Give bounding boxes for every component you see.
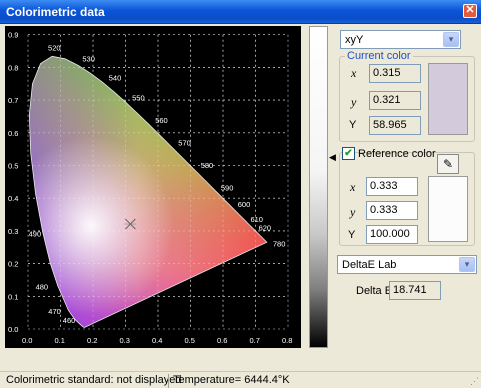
luminance-pointer-icon[interactable]: ◀	[329, 152, 336, 162]
wavelength-label: 580	[201, 161, 214, 170]
resize-grip-icon[interactable]: ⋰	[470, 376, 479, 386]
y-tick-label: 0.5	[8, 162, 18, 171]
reference-Y-input[interactable]: 100.000	[366, 225, 418, 244]
x-tick-label: 0.7	[250, 336, 260, 345]
current-x-field: 0.315	[369, 64, 421, 83]
delta-method-value: DeltaE Lab	[342, 259, 397, 271]
x-tick-label: 0.4	[152, 336, 162, 345]
delta-e-value: 18.741	[389, 281, 441, 300]
delta-e-label: Delta E	[356, 285, 393, 297]
wavelength-label: 460	[63, 316, 76, 325]
reference-x-input[interactable]: 0.333	[366, 177, 418, 196]
wavelength-label: 530	[82, 54, 95, 63]
reference-Y-label: Y	[348, 229, 356, 241]
y-tick-label: 0.3	[8, 227, 18, 236]
wavelength-label: 590	[221, 183, 234, 192]
current-color-swatch	[428, 63, 468, 135]
y-tick-label: 0.0	[8, 325, 18, 334]
wavelength-label: 540	[109, 73, 122, 82]
y-tick-label: 0.2	[8, 260, 18, 269]
chromaticity-plot-svg: 0.9 0.8 0.7 0.6 0.5 0.4 0.3 0.2 0.1 0.0 0.0 0.1 0.2 0…	[8, 31, 292, 345]
wavelength-label: 780	[273, 239, 286, 248]
wavelength-label: 470	[48, 307, 61, 316]
color-space-value: xyY	[345, 34, 364, 46]
reference-y-label: y	[350, 205, 356, 219]
wavelength-label: 520	[48, 43, 61, 52]
reference-color-swatch	[428, 176, 468, 242]
wavelength-label: 610	[250, 215, 263, 224]
chromaticity-diagram[interactable]: 0.9 0.8 0.7 0.6 0.5 0.4 0.3 0.2 0.1 0.0 0.0 0.1 0.2 0…	[5, 26, 301, 348]
reference-color-group	[339, 152, 475, 246]
current-Y-field: 58.965	[369, 116, 421, 135]
close-button[interactable]: ✕	[463, 4, 477, 18]
current-x-label: x	[351, 66, 357, 80]
x-tick-label: 0.6	[217, 336, 227, 345]
reference-color-label: Reference color	[358, 148, 436, 160]
luminance-scale[interactable]	[309, 26, 328, 348]
title-bar[interactable]: Colorimetric data ✕	[0, 0, 481, 24]
current-color-label: Current color	[345, 50, 413, 62]
eyedropper-icon[interactable]: ✎	[437, 154, 459, 174]
reference-x-label: x	[350, 180, 356, 194]
y-tick-label: 0.7	[8, 96, 18, 105]
reference-color-checkbox[interactable]: ✔	[342, 147, 355, 160]
wavelength-label: 570	[178, 139, 191, 148]
y-tick-label: 0.8	[8, 63, 18, 72]
y-tick-label: 0.9	[8, 31, 18, 40]
reference-y-input[interactable]: 0.333	[366, 201, 418, 220]
color-space-select[interactable]: xyY ▾	[340, 30, 461, 49]
current-y-label: y	[351, 95, 357, 109]
chevron-down-icon[interactable]: ▾	[443, 32, 459, 47]
current-color-marker	[124, 218, 137, 230]
wavelength-label: 480	[36, 283, 49, 292]
y-tick-label: 0.4	[8, 194, 18, 203]
wavelength-label: 620	[259, 223, 272, 232]
window-title: Colorimetric data	[6, 5, 105, 19]
x-tick-label: 0.3	[120, 336, 130, 345]
wavelength-label: 560	[155, 116, 168, 125]
x-tick-label: 0.2	[87, 336, 97, 345]
wavelength-label: 600	[238, 200, 251, 209]
status-temperature: Temperature= 6444.4°K	[168, 374, 290, 388]
wavelength-label: 490	[29, 230, 42, 239]
delta-method-select[interactable]: DeltaE Lab ▾	[337, 255, 477, 274]
spectral-locus	[28, 55, 268, 328]
x-tick-label: 0.1	[55, 336, 65, 345]
x-tick-label: 0.8	[282, 336, 292, 345]
current-Y-label: Y	[349, 119, 357, 131]
wavelength-label: 550	[132, 94, 145, 103]
x-tick-label: 0.5	[185, 336, 195, 345]
current-y-field: 0.321	[369, 91, 421, 110]
chevron-down-icon[interactable]: ▾	[459, 257, 475, 272]
status-standard: Colorimetric standard: not displayed	[6, 374, 182, 386]
y-tick-label: 0.1	[8, 292, 18, 301]
y-tick-label: 0.6	[8, 129, 18, 138]
status-bar: Colorimetric standard: not displayed Tem…	[0, 371, 481, 388]
x-tick-label: 0.0	[22, 336, 32, 345]
